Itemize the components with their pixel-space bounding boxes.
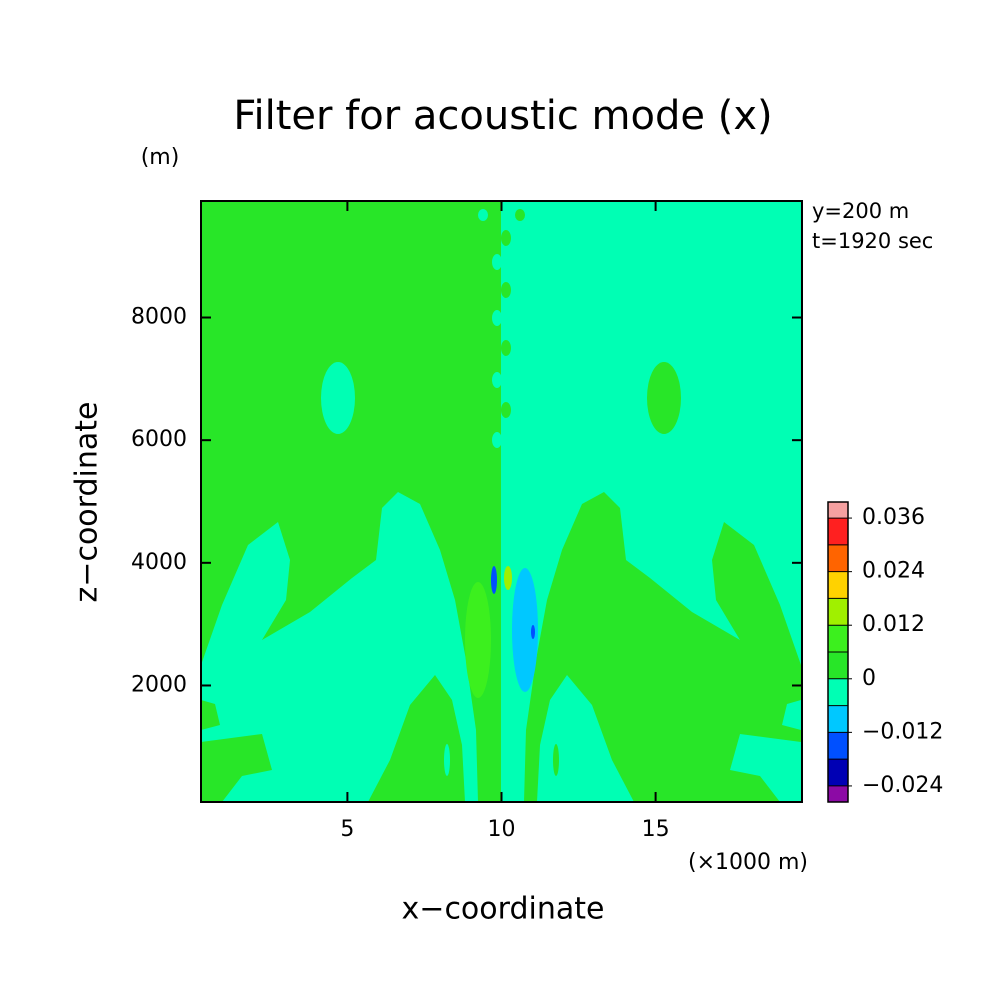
contour-region bbox=[504, 566, 512, 590]
contour-region bbox=[492, 372, 502, 388]
contour-region bbox=[492, 254, 502, 270]
contour-region bbox=[647, 362, 681, 434]
colorbar-box bbox=[828, 544, 848, 572]
x-unit: (×1000 m) bbox=[688, 850, 808, 875]
colorbar-box bbox=[828, 502, 848, 519]
contour-region bbox=[465, 582, 491, 698]
contour-region bbox=[321, 362, 355, 434]
annotation: y=200 m bbox=[812, 199, 909, 223]
colorbar-tick-label: 0 bbox=[862, 666, 876, 691]
contour-region bbox=[515, 209, 525, 221]
colorbar-tick-label: −0.012 bbox=[862, 719, 943, 744]
right-patches bbox=[524, 362, 801, 802]
colorbar-box bbox=[828, 598, 848, 626]
contour-region bbox=[444, 744, 450, 776]
y-unit: (m) bbox=[141, 145, 180, 170]
colorbar-box bbox=[828, 678, 848, 706]
contour-region bbox=[501, 282, 511, 298]
contour-region bbox=[201, 700, 220, 730]
y-tick-label: 4000 bbox=[131, 550, 187, 575]
colorbar-box bbox=[828, 785, 848, 802]
y-tick-label: 8000 bbox=[131, 305, 187, 330]
contour-region bbox=[201, 734, 272, 802]
colorbar-tick-label: 0.012 bbox=[862, 612, 925, 637]
x-tick-label: 5 bbox=[340, 817, 354, 842]
left-patches bbox=[201, 362, 478, 802]
contour-region bbox=[501, 230, 511, 246]
contour-field bbox=[201, 201, 802, 802]
contour-region bbox=[512, 568, 538, 692]
contour-region bbox=[491, 566, 497, 594]
contour-region bbox=[531, 625, 535, 639]
annotation: t=1920 sec bbox=[812, 229, 933, 253]
x-tick-label: 15 bbox=[642, 817, 670, 842]
colorbar-box bbox=[828, 652, 848, 679]
colorbar-tick-label: 0.024 bbox=[862, 559, 925, 584]
colorbar-box bbox=[828, 625, 848, 652]
x-axis-label: x−coordinate bbox=[402, 892, 605, 927]
colorbar-box bbox=[828, 571, 848, 599]
y-tick-label: 6000 bbox=[131, 427, 187, 452]
contour-region bbox=[501, 402, 511, 418]
contour-region bbox=[492, 310, 502, 326]
contour-region bbox=[782, 700, 801, 730]
contour-region bbox=[537, 675, 634, 802]
colorbar-box bbox=[828, 705, 848, 733]
contour-region bbox=[730, 734, 801, 802]
colorbar-tick-label: −0.024 bbox=[862, 773, 943, 798]
contour-region bbox=[368, 675, 465, 802]
y-tick-label: 2000 bbox=[131, 672, 187, 697]
colorbar-box bbox=[828, 732, 848, 760]
colorbar-box bbox=[828, 518, 848, 545]
contour-region bbox=[478, 209, 488, 221]
chart-title: Filter for acoustic mode (x) bbox=[233, 93, 772, 139]
contour-region bbox=[553, 744, 559, 776]
x-tick-label: 10 bbox=[488, 817, 516, 842]
y-axis-label: z−coordinate bbox=[70, 402, 105, 603]
contour-region bbox=[501, 340, 511, 356]
colorbar-tick-label: 0.036 bbox=[862, 505, 925, 530]
colorbar-box bbox=[828, 759, 848, 786]
contour-region bbox=[492, 432, 502, 448]
